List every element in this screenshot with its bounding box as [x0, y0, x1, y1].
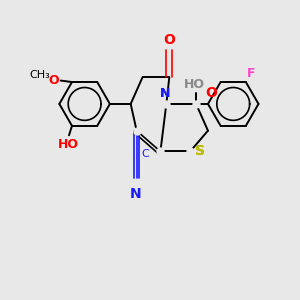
- Text: HO: HO: [58, 138, 79, 151]
- Text: F: F: [247, 67, 256, 80]
- Text: N: N: [160, 87, 170, 101]
- Text: S: S: [196, 145, 206, 158]
- Text: O: O: [206, 85, 218, 100]
- Text: O: O: [164, 34, 175, 47]
- Text: HO: HO: [184, 78, 205, 92]
- Text: O: O: [49, 74, 59, 87]
- Text: N: N: [160, 87, 170, 101]
- Text: C: C: [141, 149, 149, 160]
- Text: N: N: [129, 187, 141, 201]
- Text: S: S: [196, 145, 206, 158]
- Text: CH₃: CH₃: [30, 70, 51, 80]
